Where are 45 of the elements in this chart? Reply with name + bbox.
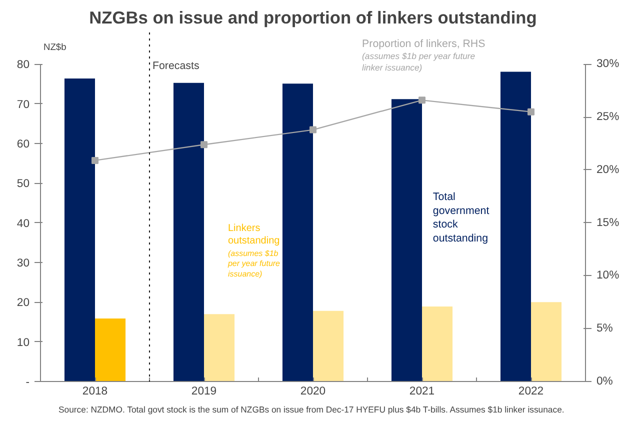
bar <box>422 306 453 382</box>
bar <box>391 99 422 382</box>
annotation: (assumes $1b per year future linker issuance) <box>362 51 476 73</box>
y2-tick-label: 30% <box>596 58 620 70</box>
y-tick-label: 50 <box>16 178 30 190</box>
point <box>92 156 98 164</box>
chart-title: NZGBs on issue and proportion of linkers outstanding <box>89 8 537 28</box>
annotation: (assumes $1b per year future issuance) <box>226 248 281 279</box>
x-tick-label: 2018 <box>82 386 108 398</box>
y-tick-label: 80 <box>16 59 30 72</box>
y2-tick-label: 25% <box>596 111 620 124</box>
bar <box>531 302 562 382</box>
x-tick-label: 2019 <box>191 386 217 398</box>
bar <box>500 72 531 382</box>
bar <box>95 318 126 382</box>
point <box>200 141 208 148</box>
bar <box>173 82 204 382</box>
source-note: Source: NZDMO. Total govt stock is the sum of NZGBs on issue from Dec-17 HYEFU plus $4b T-bills. Assumes $1b linker issunace. <box>58 404 564 414</box>
annotation: Forecasts <box>152 60 200 72</box>
y-tick-label: 30 <box>16 258 30 270</box>
y-tick-label: 60 <box>16 138 30 151</box>
y-tick-label: - <box>26 376 30 388</box>
bar <box>64 78 95 382</box>
y-tick-label: 10 <box>16 336 30 349</box>
y2-tick-label: 15% <box>596 216 620 229</box>
bar <box>204 314 235 382</box>
y2-tick-label: 0% <box>596 376 613 388</box>
bar <box>282 84 313 382</box>
x-tick-label: 2021 <box>409 386 435 398</box>
y2-tick-label: 5% <box>596 322 613 335</box>
series-label: Total government stock outstanding <box>432 191 490 245</box>
x-tick-label: 2020 <box>300 386 326 398</box>
y-tick-label: 70 <box>16 98 30 111</box>
y2-tick-label: 10% <box>596 270 620 282</box>
text: Linkers outstanding <box>228 222 280 247</box>
x-tick-label: 2022 <box>518 386 544 398</box>
y-axis-title: NZ$b <box>44 42 66 52</box>
point <box>310 126 316 134</box>
point <box>418 96 426 104</box>
y-tick-label: 40 <box>16 218 30 230</box>
bar <box>313 310 344 382</box>
y-tick-label: 20 <box>16 297 30 310</box>
y2-tick-label: 20% <box>596 164 620 176</box>
text: Proportion of linkers, RHS <box>362 38 486 50</box>
point <box>528 108 534 116</box>
